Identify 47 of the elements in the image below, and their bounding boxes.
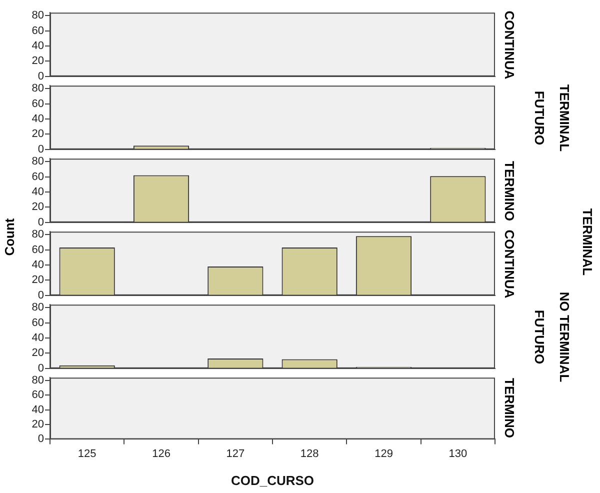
y-tick-label: 80 — [32, 82, 44, 95]
x-axis-title: COD_CURSO — [230, 472, 314, 488]
y-axis-title: Count — [2, 218, 17, 256]
y-tick-label: 40 — [32, 186, 44, 198]
x-tick-label: 127 — [226, 448, 245, 460]
x-tick-label: 126 — [152, 448, 170, 460]
x-tick-label: 128 — [300, 448, 319, 460]
y-tick-label: 60 — [32, 316, 44, 329]
y-tick-label: 0 — [38, 216, 44, 228]
y2-axis-title: TERMINO — [502, 378, 517, 438]
y-tick-label: 80 — [32, 302, 44, 314]
y-tick-label: 20 — [32, 418, 44, 431]
y-tick-label: 20 — [32, 347, 44, 360]
y-tick-label: 60 — [32, 170, 44, 183]
x-tick-label: 130 — [448, 448, 468, 460]
y-tick-label: 0 — [38, 143, 44, 156]
text: TERMINAL — [580, 208, 595, 276]
y-tick-label: 80 — [32, 156, 44, 168]
y-tick-label: 0 — [38, 362, 44, 374]
y2-axis-title: FUTURO — [532, 309, 547, 364]
y-tick-label: 80 — [32, 10, 44, 22]
y-tick-label: 40 — [32, 40, 44, 52]
y-tick-label: 20 — [32, 128, 44, 140]
y-tick-label: 0 — [38, 433, 44, 446]
y-tick-label: 40 — [32, 332, 44, 344]
y-tick-label: 60 — [32, 98, 44, 110]
text: TERMINAL — [557, 84, 572, 152]
y2-axis-title: CONTINUA — [502, 10, 517, 79]
y-tick-label: 40 — [32, 113, 44, 126]
y-tick-label: 20 — [32, 201, 44, 214]
y-tick-label: 60 — [32, 24, 44, 37]
y2-axis-title: TERMINO — [502, 160, 517, 220]
y-tick-label: 40 — [32, 404, 44, 416]
y-tick-label: 20 — [32, 55, 44, 68]
y2-axis-title: FUTURO — [532, 90, 547, 145]
x-tick-label: 129 — [374, 448, 393, 460]
y-tick-label: 0 — [38, 289, 44, 302]
y-tick-label: 80 — [32, 228, 44, 241]
text: NO TERMINAL — [557, 291, 572, 382]
y-tick-label: 40 — [32, 259, 44, 272]
y-tick-label: 20 — [32, 274, 44, 286]
y-tick-label: 80 — [32, 374, 44, 387]
x-tick-label: 125 — [78, 448, 96, 460]
y-tick-label: 60 — [32, 244, 44, 256]
y-tick-label: 60 — [32, 389, 44, 402]
y-tick-label: 0 — [38, 70, 44, 82]
y2-axis-title: CONTINUA — [502, 229, 517, 298]
